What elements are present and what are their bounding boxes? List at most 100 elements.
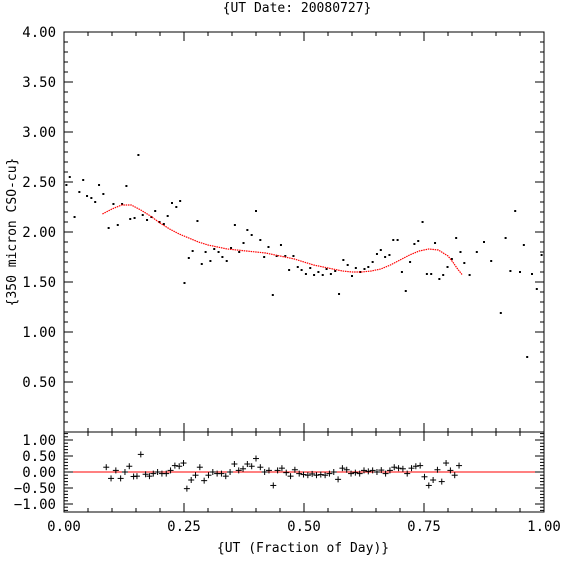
data-point xyxy=(450,258,453,260)
data-point xyxy=(483,241,485,243)
data-point xyxy=(86,195,89,197)
chart-title: {UT Date: 20080727} xyxy=(223,1,372,16)
data-point xyxy=(522,244,525,246)
residual-point xyxy=(373,469,380,475)
residual-point xyxy=(209,469,216,475)
data-point xyxy=(217,251,220,253)
residual-point xyxy=(218,470,225,477)
residual-point xyxy=(121,469,128,475)
data-point xyxy=(166,215,169,217)
data-point xyxy=(107,227,110,229)
data-point xyxy=(425,273,428,275)
residual-point xyxy=(240,465,247,472)
data-point xyxy=(404,290,407,292)
data-point xyxy=(531,273,533,275)
data-point xyxy=(430,273,433,275)
data-point xyxy=(413,243,416,245)
data-point xyxy=(200,263,203,265)
main-plot-frame xyxy=(63,31,545,433)
residual-point xyxy=(205,472,212,479)
residual-point xyxy=(108,475,115,482)
residual-point xyxy=(253,455,259,462)
data-point xyxy=(468,274,471,276)
data-point xyxy=(379,249,382,251)
residual-point xyxy=(142,471,149,478)
residual-point xyxy=(395,465,402,472)
y-axis-label: {350 micron CSO-cu} xyxy=(5,158,20,307)
residual-point xyxy=(322,472,329,479)
data-point xyxy=(221,256,224,258)
data-point xyxy=(363,268,366,270)
main-y-tick-label: 2.00 xyxy=(22,225,56,241)
main-y-tick-label: 1.00 xyxy=(22,325,56,341)
residual-point xyxy=(443,460,450,467)
data-point xyxy=(288,269,291,271)
residual-point xyxy=(404,470,411,477)
residual-point xyxy=(438,478,445,485)
data-point xyxy=(196,220,199,222)
data-point xyxy=(417,240,420,242)
main-y-tick-label: 0.50 xyxy=(22,375,56,391)
main-y-tick-label: 4.00 xyxy=(22,25,56,41)
data-point xyxy=(73,216,76,218)
residual-point xyxy=(365,468,372,475)
residual-point xyxy=(244,461,251,467)
residual-point xyxy=(434,466,441,473)
data-point xyxy=(284,255,287,257)
data-point xyxy=(442,274,445,276)
data-point xyxy=(325,268,328,270)
data-point xyxy=(300,269,303,271)
data-point xyxy=(490,260,493,262)
residual-point xyxy=(117,475,124,482)
residual-point xyxy=(231,461,238,467)
residual-y-tick-label: −1.00 xyxy=(14,497,56,513)
residual-point xyxy=(408,465,415,472)
data-point xyxy=(499,312,502,314)
data-point xyxy=(421,221,424,223)
residual-point xyxy=(201,477,208,484)
residual-point xyxy=(304,472,311,479)
main-y-tick-label: 3.50 xyxy=(22,75,56,91)
data-point xyxy=(354,267,357,269)
main-panel: 0.50 1.00 1.50 2.00 2.50 3.00 3.50 4.00 xyxy=(22,25,545,433)
data-point xyxy=(514,210,517,212)
data-point xyxy=(204,251,207,253)
residual-point xyxy=(343,466,350,473)
residual-point xyxy=(150,470,157,477)
residual-point xyxy=(126,463,133,470)
data-point xyxy=(292,255,295,257)
data-point xyxy=(463,262,466,264)
residual-point xyxy=(133,473,140,480)
residual-y-tick-label: 0.00 xyxy=(22,465,56,481)
data-point xyxy=(392,239,395,241)
data-point xyxy=(259,239,262,241)
residual-point xyxy=(265,467,272,474)
data-point xyxy=(213,248,216,250)
data-point xyxy=(98,184,101,186)
residual-y-ticks: −1.00−0.500.000.501.00 xyxy=(14,433,544,513)
data-point xyxy=(342,259,345,261)
residual-point xyxy=(382,470,389,477)
residual-point xyxy=(176,463,183,470)
x-tick-label: 0.25 xyxy=(167,519,201,535)
residual-point xyxy=(361,467,367,474)
data-point xyxy=(459,251,462,253)
data-point xyxy=(233,224,236,226)
data-point xyxy=(191,250,194,252)
residual-y-tick-label: −0.50 xyxy=(14,481,56,497)
residual-point xyxy=(278,465,285,472)
main-data-points xyxy=(65,154,543,358)
x-tick-label: 0.75 xyxy=(407,519,441,535)
residual-point xyxy=(335,476,342,483)
data-point xyxy=(279,244,282,246)
data-point xyxy=(242,242,245,244)
data-point xyxy=(68,176,71,178)
residual-panel: −1.00−0.500.000.501.00 0.00 0.25 0.50 0.75 1… xyxy=(14,431,561,535)
fit-curve-line xyxy=(102,204,463,276)
residual-point xyxy=(296,470,303,477)
data-point xyxy=(238,251,241,253)
x-tick-label: 1.00 xyxy=(527,519,561,535)
x-tick-label: 0.50 xyxy=(287,519,321,535)
residual-point xyxy=(192,472,199,479)
data-point xyxy=(246,229,249,231)
